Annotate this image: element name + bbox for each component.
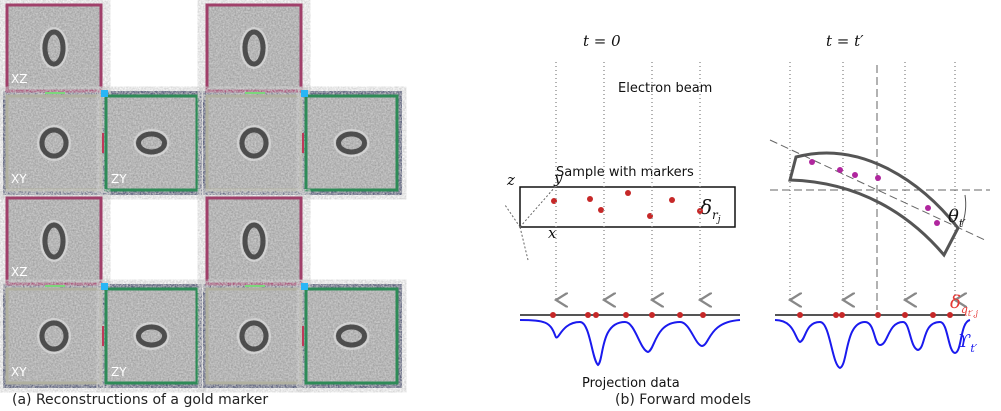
sample-label: Sample with markers [556,165,694,180]
time-label: t = t′ [826,32,864,50]
cross-marker [101,90,108,97]
cross-marker [301,90,308,97]
view-label: ZY [111,365,127,379]
panel-b: t = 0 t = t′ Electron beam Sample with m… [505,32,990,391]
view-label: ZY [111,172,127,186]
tile-noise [207,5,301,91]
beam-label: Electron beam [618,81,712,96]
beam-arrows [556,62,955,300]
view-label: XY [11,365,27,379]
deformed-sample [790,153,958,255]
upsilon: ϒt′ [958,331,978,355]
tile-noise [306,289,397,383]
tile-noise [207,289,301,383]
tile-noise [306,96,397,190]
view-label: XY [11,172,27,186]
figure: XZ XY ZY XZ XY ZY (a) Reconstructions of a go… [0,0,1001,411]
tile-noise [207,198,301,284]
axis-label: z [506,171,515,189]
projection-label: Projection data [582,376,680,391]
theta: θt′ [948,206,966,230]
view-label: XZ [11,72,27,86]
view-label: XZ [11,265,27,279]
markers [551,190,703,219]
panel-a: XZ XY ZY XZ XY ZY [5,5,400,386]
tile-noise [207,96,301,190]
caption-b: (b) Forward models [615,392,751,408]
cross-marker [101,283,108,290]
delta-r: δrj [700,195,721,225]
axis-label: y [553,169,563,187]
caption-a: (a) Reconstructions of a gold marker [12,392,268,408]
cross-marker [301,283,308,290]
time-label: t = 0 [583,32,621,50]
